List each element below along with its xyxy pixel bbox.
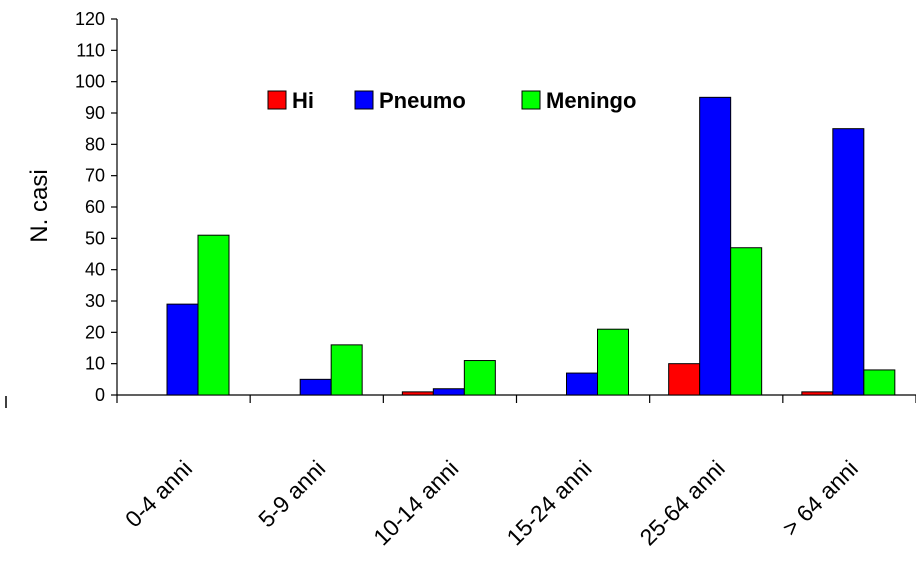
y-tick-label: 20 — [85, 322, 105, 342]
bar-meningo — [463, 360, 496, 396]
legend-swatch-pneumo — [354, 90, 374, 110]
x-category-label: 10-14 anni — [368, 455, 463, 550]
bar-meningo — [197, 234, 230, 396]
y-tick-label: 80 — [85, 134, 105, 154]
y-tick-label: 0 — [95, 385, 105, 405]
y-tick-label: 10 — [85, 354, 105, 374]
legend: Hi Pneumo Meningo — [267, 88, 636, 113]
legend-label: Meningo — [546, 88, 636, 113]
x-category-label: 15-24 anni — [501, 455, 596, 550]
y-tick-label: 90 — [85, 103, 105, 123]
y-tick-label: 110 — [76, 40, 105, 60]
bar-pneumo — [699, 96, 732, 396]
bar-pneumo — [832, 128, 865, 396]
x-category-label: 5-9 anni — [253, 455, 330, 532]
y-tick-label: 50 — [85, 228, 105, 248]
y-tick-label: 70 — [85, 166, 105, 186]
x-category-label: > 64 anni — [777, 455, 863, 541]
bar-pneumo — [566, 372, 598, 396]
bar-hi — [668, 363, 701, 396]
x-category-label: 25-64 anni — [635, 455, 730, 550]
y-tick-label: 60 — [85, 197, 105, 217]
legend-swatch-meningo — [521, 90, 541, 110]
bar-pneumo — [432, 388, 465, 396]
bar-meningo — [597, 328, 629, 396]
y-tick-label: 100 — [75, 72, 105, 92]
bar-pneumo — [299, 378, 332, 396]
legend-label: Pneumo — [379, 88, 466, 113]
y-axis-title: N. casi — [26, 169, 53, 242]
bar-hi — [401, 391, 434, 396]
y-axis: 0 10 20 30 40 50 60 70 80 90 100 110 120 — [75, 9, 118, 405]
bar-pneumo — [166, 303, 199, 396]
x-axis — [116, 394, 916, 403]
bar-meningo — [730, 247, 763, 396]
bar-meningo — [863, 369, 896, 396]
bar-hi — [801, 391, 834, 396]
y-tick-label: 40 — [85, 260, 105, 280]
legend-label: Hi — [292, 88, 314, 113]
y-tick-label: 120 — [75, 9, 105, 29]
y-tick-label: 30 — [85, 291, 105, 311]
legend-swatch-hi — [267, 90, 287, 110]
bars — [166, 96, 896, 396]
category-labels: 0-4 anni 5-9 anni 10-14 anni 15-24 anni 25-6… — [120, 455, 863, 550]
x-category-label: 0-4 anni — [120, 455, 197, 532]
bar-meningo — [330, 344, 363, 396]
